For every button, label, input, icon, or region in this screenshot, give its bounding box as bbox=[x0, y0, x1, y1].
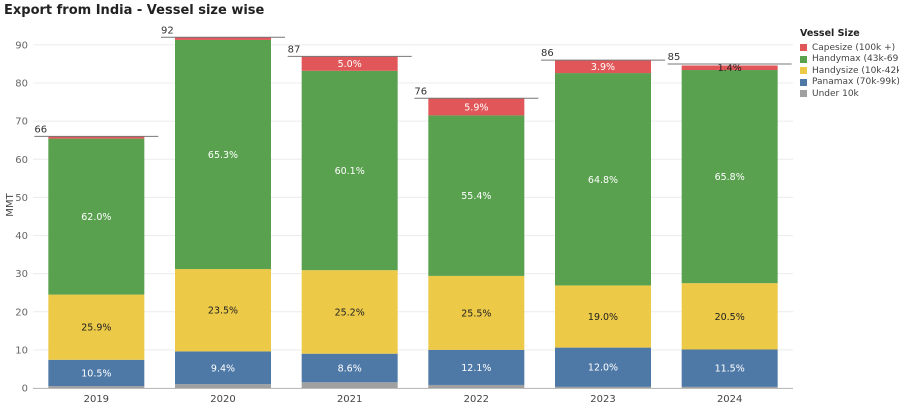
bar-segment bbox=[555, 386, 651, 388]
y-tick-label: 10 bbox=[15, 345, 28, 356]
legend-items: Capesize (100k +) Handymax (43k-69k) Handy… bbox=[800, 42, 899, 100]
bar-segment bbox=[48, 138, 145, 295]
data-label: 5.9% bbox=[464, 102, 488, 113]
legend-item[interactable]: Under 10k bbox=[800, 88, 899, 100]
y-tick-label: 80 bbox=[15, 79, 28, 90]
bar-segment bbox=[555, 73, 651, 286]
data-label: 62.0% bbox=[81, 212, 111, 223]
legend-swatch bbox=[800, 90, 807, 98]
x-tick-label: 2024 bbox=[717, 394, 742, 405]
bar-segment bbox=[175, 39, 271, 270]
bar-segment bbox=[48, 359, 145, 387]
bar-segment bbox=[175, 351, 271, 385]
bar-segment bbox=[48, 294, 145, 360]
chart-title: Export from India - Vessel size wise bbox=[4, 3, 265, 18]
bar-segment bbox=[175, 384, 271, 388]
data-label: 12.1% bbox=[461, 363, 491, 374]
bar-segment bbox=[428, 275, 525, 350]
bar-segment bbox=[175, 269, 271, 352]
data-label: 64.8% bbox=[588, 175, 618, 186]
data-label: 9.4% bbox=[211, 363, 235, 374]
data-label: 25.9% bbox=[81, 323, 111, 334]
legend-swatch bbox=[800, 44, 807, 52]
total-label: 85 bbox=[668, 52, 681, 63]
y-tick-label: 30 bbox=[15, 269, 28, 280]
total-label: 86 bbox=[541, 48, 554, 59]
y-tick-label: 90 bbox=[15, 40, 28, 51]
data-label: 20.5% bbox=[715, 312, 745, 323]
bar-segment bbox=[301, 270, 398, 354]
x-tick-label: 2020 bbox=[210, 394, 235, 405]
data-label: 1.4% bbox=[718, 63, 742, 74]
x-tick-label: 2023 bbox=[590, 394, 615, 405]
data-label: 8.6% bbox=[338, 363, 362, 374]
data-label: 65.3% bbox=[208, 150, 238, 161]
legend-label: Handysize (10k-42k) bbox=[812, 65, 899, 76]
bar-segment bbox=[555, 347, 651, 387]
legend-label: Handymax (43k-69k) bbox=[812, 54, 899, 65]
legend-label: Under 10k bbox=[812, 88, 859, 99]
bar-segment bbox=[681, 283, 778, 350]
x-tick-label: 2021 bbox=[337, 394, 362, 405]
legend: Vessel Size Capesize (100k +) Handymax (4… bbox=[800, 28, 899, 100]
bar-segment bbox=[301, 56, 398, 71]
bar-segment bbox=[681, 70, 778, 284]
legend-title: Vessel Size bbox=[800, 28, 860, 39]
bar-segment bbox=[301, 382, 398, 388]
bar-segment bbox=[301, 353, 398, 383]
data-label: 55.4% bbox=[461, 191, 491, 202]
y-axis-title: MMT bbox=[5, 192, 16, 216]
bar-segment bbox=[428, 115, 525, 276]
bar-segment bbox=[681, 386, 778, 388]
data-label: 65.8% bbox=[715, 172, 745, 183]
legend-swatch bbox=[800, 78, 807, 86]
bar-segment bbox=[555, 60, 651, 74]
x-tick-label: 2019 bbox=[84, 394, 109, 405]
y-tick-label: 60 bbox=[15, 155, 28, 166]
total-label: 92 bbox=[161, 25, 174, 36]
y-tick-label: 50 bbox=[15, 193, 28, 204]
data-label: 60.1% bbox=[335, 166, 365, 177]
bar-segment bbox=[175, 37, 271, 40]
y-tick-label: 40 bbox=[15, 231, 28, 242]
y-tick-label: 70 bbox=[15, 117, 28, 128]
data-label: 5.0% bbox=[338, 59, 362, 70]
x-tick-label: 2022 bbox=[464, 394, 489, 405]
bar-segment bbox=[48, 136, 145, 139]
legend-item[interactable]: Handysize (10k-42k) bbox=[800, 65, 899, 77]
bar-segment bbox=[681, 65, 778, 71]
data-label: 10.5% bbox=[81, 368, 111, 379]
bar-segment bbox=[428, 349, 525, 385]
bar-segment bbox=[681, 349, 778, 387]
legend-item[interactable]: Capesize (100k +) bbox=[800, 42, 899, 54]
legend-item[interactable]: Handymax (43k-69k) bbox=[800, 54, 899, 66]
data-label: 25.5% bbox=[461, 308, 491, 319]
legend-swatch bbox=[800, 55, 807, 63]
bar-segment bbox=[555, 285, 651, 348]
total-label: 87 bbox=[288, 44, 301, 55]
data-label: 12.0% bbox=[588, 363, 618, 374]
y-tick-label: 0 bbox=[22, 384, 28, 395]
data-label: 19.0% bbox=[588, 312, 618, 323]
legend-item[interactable]: Panamax (70k-99k) bbox=[800, 77, 899, 89]
data-label: 25.2% bbox=[335, 307, 365, 318]
data-label: 3.9% bbox=[591, 62, 615, 73]
bar-segment bbox=[428, 384, 525, 388]
data-label: 11.5% bbox=[715, 364, 745, 375]
legend-label: Panamax (70k-99k) bbox=[812, 77, 899, 88]
y-tick-label: 20 bbox=[15, 307, 28, 318]
bar-segment bbox=[301, 70, 398, 271]
bar-segment bbox=[428, 98, 525, 116]
bar-segment bbox=[48, 386, 145, 388]
legend-swatch bbox=[800, 67, 807, 75]
total-label: 66 bbox=[34, 124, 47, 135]
legend-label: Capesize (100k +) bbox=[812, 42, 896, 53]
total-label: 76 bbox=[414, 86, 427, 97]
data-label: 23.5% bbox=[208, 306, 238, 317]
